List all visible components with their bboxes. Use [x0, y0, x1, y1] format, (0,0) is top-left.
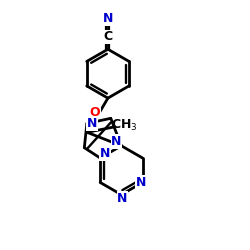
Text: N: N: [117, 192, 128, 205]
Text: N: N: [100, 147, 110, 160]
Text: C: C: [103, 30, 113, 44]
Text: CH$_3$: CH$_3$: [111, 118, 138, 133]
Text: O: O: [90, 106, 101, 118]
Text: N: N: [87, 117, 98, 130]
Text: N: N: [111, 135, 122, 148]
Text: N: N: [103, 12, 113, 25]
Text: N: N: [136, 176, 146, 189]
